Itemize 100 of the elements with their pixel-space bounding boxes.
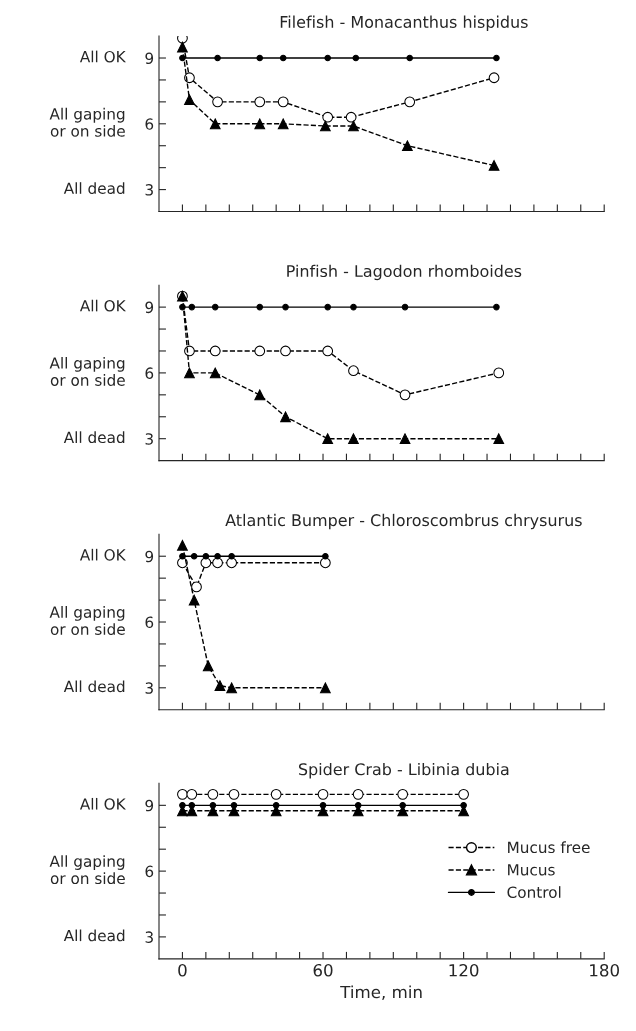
point: [226, 557, 238, 569]
legend-label: Mucus free: [508, 841, 590, 854]
point: [254, 345, 266, 357]
point: [322, 111, 334, 123]
point: [399, 389, 411, 401]
point: [319, 682, 331, 694]
y-tick-label: 9: [145, 301, 154, 314]
point: [256, 303, 264, 311]
point: [184, 367, 195, 379]
point: [202, 552, 210, 560]
point: [348, 120, 359, 132]
point: [177, 539, 188, 551]
point: [324, 303, 331, 311]
point: [399, 433, 411, 445]
point: [214, 552, 221, 560]
point: [209, 367, 221, 379]
point: [404, 96, 416, 108]
point: [190, 552, 198, 560]
chart-title: Spider Crab - Libinia dubia: [298, 762, 509, 779]
y-tick-label: 9: [145, 52, 154, 65]
y-tick-label: 3: [145, 433, 153, 445]
point: [493, 433, 505, 445]
chart-title: Pinfish - Lagodon rhomboides: [287, 264, 522, 281]
y-tick-label: 6: [145, 616, 154, 629]
point: [179, 303, 186, 311]
point: [212, 96, 223, 108]
point: [401, 303, 409, 311]
y-tick-label: 3: [145, 931, 153, 943]
point: [177, 36, 188, 44]
point: [493, 303, 500, 311]
point: [211, 303, 219, 311]
point: [319, 557, 331, 569]
point: [322, 433, 334, 445]
chart-title: Atlantic Bumper - Chloroscombrus chrysurus: [225, 513, 582, 530]
point: [191, 581, 202, 593]
text: All dead: [63, 929, 125, 942]
point: [184, 72, 195, 84]
point: [282, 303, 289, 311]
point: [352, 54, 360, 62]
text: All dead: [63, 680, 125, 693]
point: [188, 303, 196, 311]
point: [493, 367, 505, 379]
y-tick-label: 9: [145, 799, 154, 812]
x-tick-label: 120: [449, 963, 479, 977]
y-tick-label: 6: [145, 367, 154, 379]
point: [212, 557, 223, 569]
point: [406, 54, 414, 62]
point: [226, 682, 238, 694]
point: [179, 54, 186, 62]
point: [200, 557, 212, 569]
point: [322, 345, 334, 357]
point: [209, 345, 221, 357]
point: [184, 94, 195, 106]
point: [277, 96, 289, 108]
text: All OK: [79, 299, 126, 312]
point: [202, 660, 214, 672]
point: [348, 365, 359, 377]
text: All gaping or on side: [49, 606, 125, 635]
point: [214, 680, 226, 691]
chart-title: Filefish - Monacanthus hispidus: [280, 15, 528, 32]
x-tick-label: 180: [590, 963, 619, 977]
point: [322, 552, 329, 560]
point: [254, 96, 266, 108]
point: [345, 111, 357, 123]
x-tick-label: 60: [313, 963, 333, 977]
point: [214, 54, 221, 62]
point: [348, 433, 359, 445]
y-tick-label: 6: [145, 118, 154, 130]
y-tick-label: 3: [145, 184, 153, 196]
point: [228, 552, 235, 560]
text: All gaping or on side: [49, 855, 125, 885]
text: All dead: [63, 431, 125, 444]
point: [179, 552, 186, 560]
point: [254, 118, 266, 130]
point: [488, 160, 500, 171]
legend-label: Mucus: [508, 864, 555, 876]
y-tick-label: 9: [145, 550, 154, 563]
text: All OK: [79, 797, 126, 810]
text: All OK: [79, 50, 126, 63]
point: [254, 389, 266, 401]
y-tick-label: 6: [145, 865, 154, 878]
point: [401, 140, 413, 152]
y-tick-label: 3: [145, 682, 153, 694]
text: All gaping or on side: [49, 107, 125, 137]
point: [324, 54, 331, 62]
point: [493, 54, 500, 62]
point: [279, 54, 287, 62]
text: All dead: [63, 182, 125, 195]
point: [209, 118, 221, 130]
point: [177, 41, 188, 53]
point: [350, 303, 357, 311]
text: All gaping or on side: [49, 356, 125, 386]
text: All OK: [79, 548, 126, 561]
point: [280, 411, 291, 423]
point: [256, 54, 264, 62]
point: [188, 594, 200, 606]
point: [277, 118, 289, 130]
legend-label: Control: [507, 886, 561, 898]
x-axis-title: Time, min: [340, 985, 422, 1000]
point: [488, 72, 500, 84]
